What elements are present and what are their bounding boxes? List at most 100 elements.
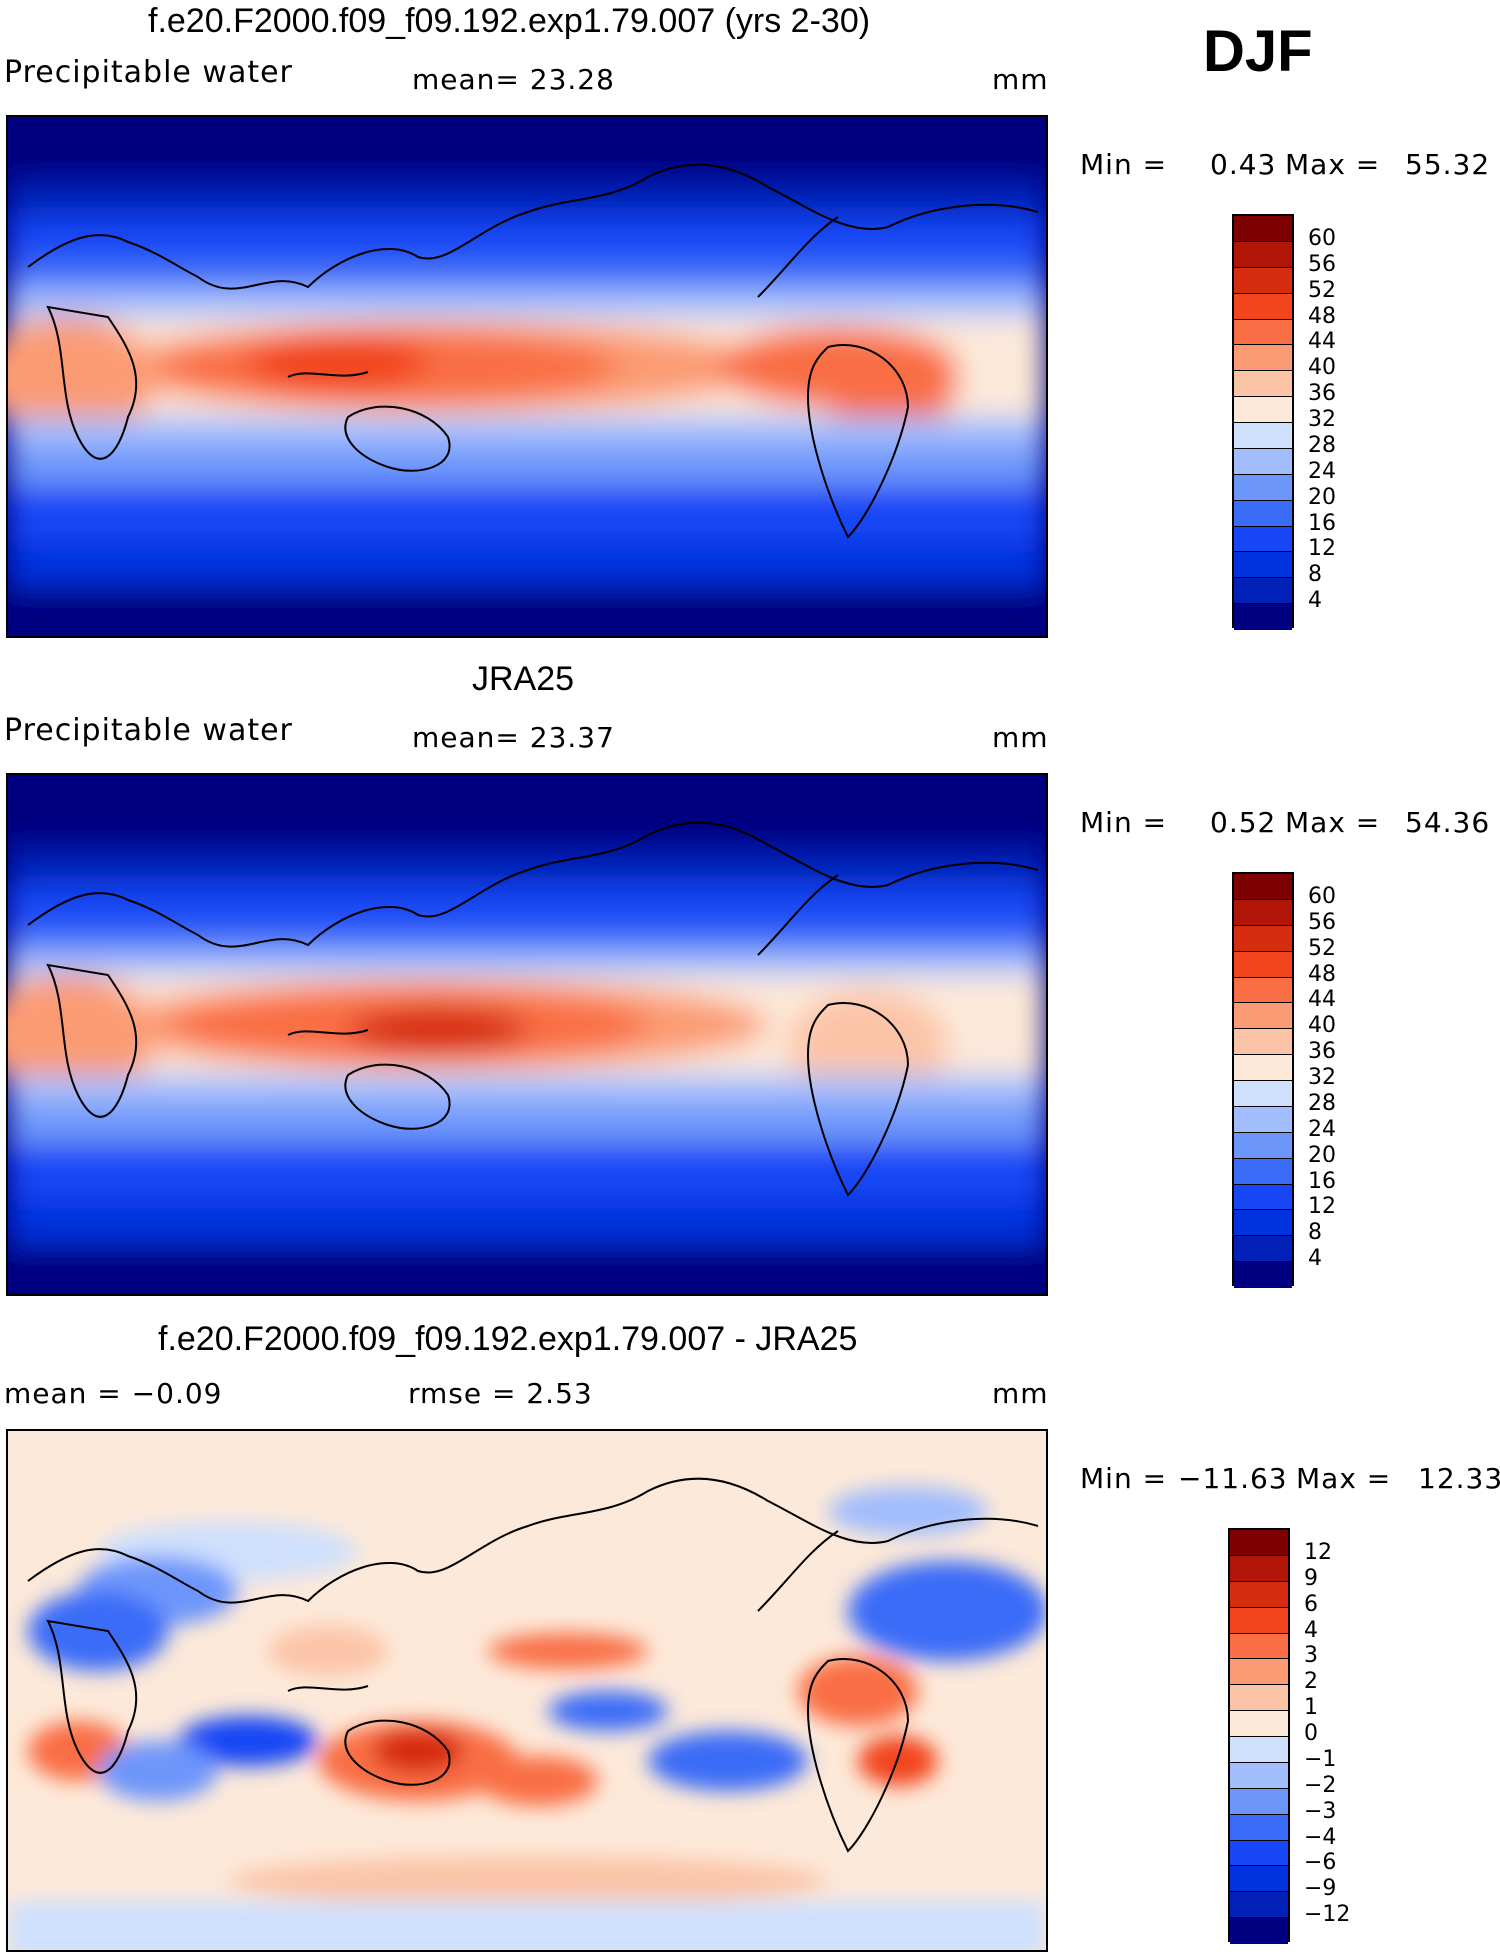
panel1-max-value: 55.32	[1405, 148, 1491, 181]
colorbar-segment	[1234, 604, 1292, 630]
panel1-max-label: Max =	[1285, 148, 1381, 181]
colorbar-segment	[1234, 552, 1292, 579]
colorbar-tick-label: 32	[1308, 1065, 1336, 1090]
panel2-min-label: Min =	[1080, 806, 1168, 839]
panel3-map-field	[8, 1431, 1046, 1950]
colorbar-tick-label: 20	[1308, 484, 1336, 510]
colorbar-tick-label: 60	[1308, 225, 1336, 251]
colorbar-segment	[1234, 977, 1292, 1004]
panel3-units: mm	[992, 1377, 1049, 1410]
colorbar-segment	[1230, 1659, 1288, 1686]
panel2-title: JRA25	[472, 660, 575, 698]
colorbar-segment	[1234, 448, 1292, 475]
panel3-max-value: 12.33	[1418, 1462, 1500, 1495]
colorbar-tick-label: 12	[1304, 1539, 1332, 1565]
colorbar-segment	[1234, 345, 1292, 372]
colorbar-tick-label: 36	[1308, 1039, 1336, 1065]
colorbar-tick-label: 12	[1308, 1194, 1336, 1220]
panel2-colorbar	[1232, 872, 1294, 1288]
panel2-variable: Precipitable water	[4, 713, 293, 748]
colorbar-segment	[1230, 1840, 1288, 1867]
colorbar-tick-label: 8	[1308, 562, 1322, 588]
colorbar-segment	[1234, 1081, 1292, 1107]
colorbar-tick-label: 4	[1304, 1617, 1318, 1643]
panel3-title: f.e20.F2000.f09_f09.192.exp1.79.007 - JR…	[158, 1320, 858, 1358]
colorbar-segment	[1234, 241, 1292, 268]
colorbar-tick-label: 3	[1304, 1643, 1318, 1669]
colorbar-segment	[1234, 319, 1292, 346]
colorbar-segment	[1234, 1132, 1292, 1159]
colorbar-segment	[1230, 1607, 1288, 1634]
colorbar-tick-label: 2	[1304, 1669, 1318, 1695]
colorbar-segment	[1230, 1762, 1288, 1789]
colorbar-segment	[1234, 397, 1292, 423]
colorbar-tick-label: −12	[1304, 1902, 1351, 1928]
panel1-units: mm	[992, 63, 1049, 96]
panel3-rmse: rmse = 2.53	[408, 1377, 593, 1410]
colorbar-tick-label: −2	[1304, 1772, 1337, 1798]
colorbar-segment	[1230, 1530, 1288, 1556]
panel3-min-label: Min =	[1080, 1462, 1168, 1495]
colorbar-tick-label: 0	[1304, 1721, 1318, 1746]
panel2-min-value: 0.52	[1210, 806, 1277, 839]
colorbar-tick-label: 12	[1308, 536, 1336, 562]
panel1-min-value: 0.43	[1210, 148, 1277, 181]
colorbar-segment	[1234, 1055, 1292, 1081]
colorbar-tick-label: 1	[1304, 1695, 1318, 1721]
colorbar-tick-label: 24	[1308, 1116, 1336, 1142]
colorbar-segment	[1234, 526, 1292, 553]
panel2-mean: mean= 23.37	[412, 721, 615, 754]
colorbar-segment	[1234, 1106, 1292, 1133]
colorbar-segment	[1234, 899, 1292, 926]
colorbar-tick-label: 40	[1308, 355, 1336, 381]
panel2-units: mm	[992, 721, 1049, 754]
colorbar-tick-label: 28	[1308, 432, 1336, 458]
colorbar-segment	[1234, 925, 1292, 952]
colorbar-tick-label: 24	[1308, 458, 1336, 484]
colorbar-tick-label: 4	[1308, 588, 1322, 614]
panel2-coastlines	[27, 821, 1039, 1197]
colorbar-tick-label: 16	[1308, 510, 1336, 536]
colorbar-segment	[1234, 293, 1292, 320]
colorbar-tick-label: −9	[1304, 1876, 1337, 1902]
panel1-colorbar	[1232, 214, 1294, 630]
panel1-map-field	[8, 117, 1046, 636]
colorbar-segment	[1230, 1711, 1288, 1737]
colorbar-tick-label: 56	[1308, 909, 1336, 935]
colorbar-tick-label: 48	[1308, 961, 1336, 987]
colorbar-segment	[1234, 1029, 1292, 1056]
colorbar-segment	[1230, 1581, 1288, 1608]
colorbar-tick-label: 52	[1308, 277, 1336, 303]
panel1-mean: mean= 23.28	[412, 63, 615, 96]
colorbar-tick-label: 56	[1308, 251, 1336, 277]
colorbar-segment	[1234, 1158, 1292, 1185]
colorbar-segment	[1234, 216, 1292, 242]
season-label: DJF	[1203, 19, 1313, 84]
colorbar-tick-label: 60	[1308, 883, 1336, 909]
colorbar-segment	[1230, 1918, 1288, 1944]
colorbar-tick-label: 40	[1308, 1013, 1336, 1039]
colorbar-segment	[1234, 500, 1292, 527]
colorbar-segment	[1234, 874, 1292, 900]
colorbar-tick-label: 28	[1308, 1090, 1336, 1116]
colorbar-segment	[1234, 1210, 1292, 1237]
colorbar-tick-label: 36	[1308, 381, 1336, 407]
colorbar-tick-label: 16	[1308, 1168, 1336, 1194]
colorbar-tick-label: 8	[1308, 1220, 1322, 1246]
panel2-map-field	[8, 775, 1046, 1294]
colorbar-tick-label: −4	[1304, 1824, 1337, 1850]
panel1-coastlines	[27, 163, 1039, 539]
panel2-max-value: 54.36	[1405, 806, 1491, 839]
colorbar-segment	[1234, 578, 1292, 605]
colorbar-tick-label: 44	[1308, 329, 1336, 355]
colorbar-tick-label: −1	[1304, 1746, 1337, 1772]
colorbar-segment	[1234, 371, 1292, 398]
colorbar-segment	[1234, 1184, 1292, 1211]
colorbar-tick-label: 32	[1308, 407, 1336, 432]
panel3-mean: mean = −0.09	[4, 1377, 223, 1410]
colorbar-tick-label: −3	[1304, 1798, 1337, 1824]
colorbar-segment	[1230, 1555, 1288, 1582]
colorbar-tick-label: 20	[1308, 1142, 1336, 1168]
colorbar-tick-label: 6	[1304, 1591, 1318, 1617]
panel1-min-label: Min =	[1080, 148, 1168, 181]
